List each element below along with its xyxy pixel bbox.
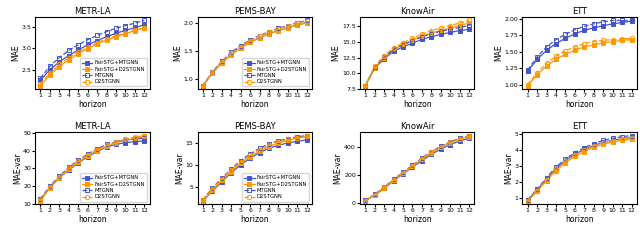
Title: KnowAir: KnowAir	[400, 7, 435, 16]
Y-axis label: MAE-var: MAE-var	[13, 153, 22, 184]
X-axis label: horizon: horizon	[565, 100, 594, 109]
Y-axis label: MAE-var: MAE-var	[504, 153, 513, 184]
Title: ETT: ETT	[572, 7, 587, 16]
X-axis label: horizon: horizon	[241, 100, 269, 109]
Title: METR-LA: METR-LA	[74, 7, 111, 16]
Title: PEMS-BAY: PEMS-BAY	[234, 7, 276, 16]
Y-axis label: MAE-var: MAE-var	[333, 153, 342, 184]
Title: PEMS-BAY: PEMS-BAY	[234, 123, 276, 132]
Y-axis label: MAE: MAE	[173, 45, 182, 62]
X-axis label: horizon: horizon	[403, 215, 431, 224]
X-axis label: horizon: horizon	[241, 215, 269, 224]
Y-axis label: MAE-var: MAE-var	[175, 153, 184, 184]
Y-axis label: MAE: MAE	[494, 45, 503, 62]
X-axis label: horizon: horizon	[78, 215, 107, 224]
Y-axis label: MAE: MAE	[11, 45, 20, 62]
Title: KnowAir: KnowAir	[400, 123, 435, 132]
Legend: FairSTG+MTGNN, FairSTG+D2STGNN, MTGNN, D2STGNN: FairSTG+MTGNN, FairSTG+D2STGNN, MTGNN, D…	[242, 58, 309, 87]
Legend: FairSTG+MTGNN, FairSTG+D2STGNN, MTGNN, D2STGNN: FairSTG+MTGNN, FairSTG+D2STGNN, MTGNN, D…	[79, 173, 147, 201]
X-axis label: horizon: horizon	[78, 100, 107, 109]
Title: METR-LA: METR-LA	[74, 123, 111, 132]
Legend: FairSTG+MTGNN, FairSTG+D2STGNN, MTGNN, D2STGNN: FairSTG+MTGNN, FairSTG+D2STGNN, MTGNN, D…	[79, 58, 147, 87]
Title: ETT: ETT	[572, 123, 587, 132]
Y-axis label: MAE: MAE	[332, 45, 340, 62]
X-axis label: horizon: horizon	[403, 100, 431, 109]
Legend: FairSTG+MTGNN, FairSTG+D2STGNN, MTGNN, D2STGNN: FairSTG+MTGNN, FairSTG+D2STGNN, MTGNN, D…	[242, 173, 309, 201]
X-axis label: horizon: horizon	[565, 215, 594, 224]
